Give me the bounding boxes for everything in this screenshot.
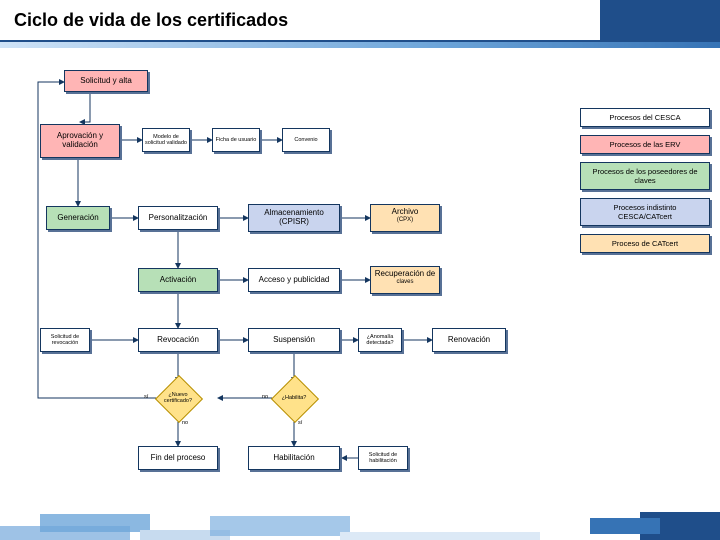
legend-catcert: Proceso de CATcert	[580, 234, 710, 253]
node-archivo: Archivo (CPX)	[370, 204, 440, 232]
node-habilita-label: ¿Habilita?	[278, 382, 310, 414]
node-recuperacion: Recuperación de claves	[370, 266, 440, 294]
node-generacion: Generación	[46, 206, 110, 230]
label-si-1: sí	[144, 394, 148, 400]
node-archivo-label: Archivo	[371, 208, 439, 217]
node-fin: Fin del proceso	[138, 446, 218, 470]
node-modelo: Modelo de solicitud validado	[142, 128, 190, 152]
node-nuevocert-label: ¿Nuevo certificado?	[162, 382, 194, 414]
legend-poseedores: Procesos de los poseedores de claves	[580, 162, 710, 190]
node-solrev: Solicitud de revocación	[40, 328, 90, 352]
node-solhab: Solicitud de habilitación	[358, 446, 408, 470]
node-personalizacion: Personalitzación	[138, 206, 218, 230]
node-archivo-sub: (CPX)	[371, 217, 439, 224]
legend-indistinto: Procesos indistinto CESCA/CATcert	[580, 198, 710, 226]
legend: Procesos del CESCA Procesos de las ERV P…	[580, 108, 710, 253]
label-no-2: no	[262, 394, 268, 400]
node-ficha: Ficha de usuario	[212, 128, 260, 152]
header-band	[0, 42, 720, 48]
node-habilita: ¿Habilita?	[278, 382, 310, 414]
node-revocacion: Revocación	[138, 328, 218, 352]
legend-erv: Procesos de las ERV	[580, 135, 710, 154]
legend-cesca: Procesos del CESCA	[580, 108, 710, 127]
node-almacen: Almacenamiento (CPISR)	[248, 204, 340, 232]
node-suspension: Suspensión	[248, 328, 340, 352]
node-convenio: Convenio	[282, 128, 330, 152]
node-acceso: Acceso y publicidad	[248, 268, 340, 292]
node-nuevocert: ¿Nuevo certificado?	[162, 382, 194, 414]
node-recup-sub: claves	[371, 279, 439, 286]
node-renovacion: Renovación	[432, 328, 506, 352]
node-aprobacion: Aprovación y validación	[40, 124, 120, 158]
node-activacion: Activación	[138, 268, 218, 292]
footer-decoration	[0, 504, 720, 540]
node-solicitud: Solicitud y alta	[64, 70, 148, 92]
node-anomalia: ¿Anomalía detectada?	[358, 328, 402, 352]
node-recup-label: Recuperación de	[371, 270, 439, 279]
diagram: Solicitud y alta Aprovación y validación…	[10, 58, 570, 528]
logo-bg	[600, 0, 720, 42]
node-habilitacion: Habilitación	[248, 446, 340, 470]
label-no-1: no	[182, 420, 188, 426]
label-si-2: sí	[298, 420, 302, 426]
